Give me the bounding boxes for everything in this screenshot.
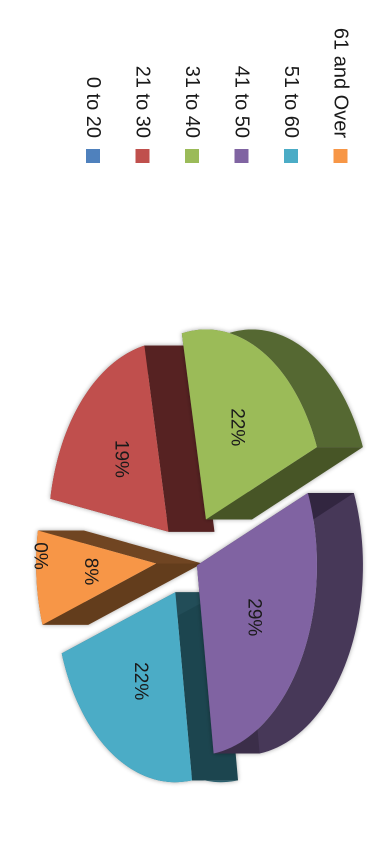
legend-label-51-to-60: 51 to 60 <box>280 66 302 138</box>
legend-label-0-to-20: 0 to 20 <box>82 77 104 138</box>
pie-slice-wall-61-and-over <box>42 563 203 625</box>
pie-slice-side-41-to-50 <box>213 492 363 754</box>
pie-slice-wall-61-and-over <box>37 530 203 564</box>
data-label-21-to-30: 19% <box>111 440 132 478</box>
legend-item-31-to-40: 31 to 40 <box>181 66 203 163</box>
legend-item-0-to-20: 0 to 20 <box>82 77 104 163</box>
pie-slice-face-31-to-40 <box>181 329 317 520</box>
data-label-41-to-50: 29% <box>244 598 265 636</box>
legend-label-41-to-50: 41 to 50 <box>231 66 253 138</box>
data-label-61-and-over: 8% <box>80 558 101 586</box>
legend-swatch-51-to-60 <box>284 149 298 163</box>
legend-item-51-to-60: 51 to 60 <box>280 66 302 163</box>
pie-slice-face-41-to-50 <box>196 492 317 754</box>
pie-slice-face-61-and-over <box>36 530 157 625</box>
legend-swatch-31-to-40 <box>185 149 199 163</box>
legend-swatch-61-and-over <box>333 149 348 163</box>
legend-item-41-to-50: 41 to 50 <box>231 66 253 163</box>
pie-slice-61-and-over <box>36 530 203 625</box>
pie-slice-wall-21-to-30 <box>144 345 215 532</box>
data-label-31-to-40: 22% <box>226 408 247 446</box>
legend-item-61-and-over: 61 and Over <box>330 28 352 163</box>
pie-slice-face-21-to-30 <box>50 345 169 532</box>
data-label-51-to-60: 22% <box>130 662 151 700</box>
pie-slice-21-to-30 <box>50 345 215 532</box>
legend-item-21-to-30: 21 to 30 <box>132 66 154 163</box>
pie-slice-31-to-40 <box>181 329 363 520</box>
pie-slice-face-51-to-60 <box>61 592 193 783</box>
pie-slice-side-31-to-40 <box>181 329 363 448</box>
legend-swatch-41-to-50 <box>234 149 249 163</box>
legend-swatch-0-to-20 <box>86 149 100 163</box>
pie-slice-41-to-50 <box>196 492 363 754</box>
pie-slice-wall-31-to-40 <box>205 447 363 520</box>
legend-swatch-21-to-30 <box>135 149 150 163</box>
legend-label-61-and-over: 61 and Over <box>330 28 352 138</box>
legend-label-21-to-30: 21 to 30 <box>132 66 154 138</box>
data-label-0-to-20: 0% <box>30 542 51 570</box>
legend-label-31-to-40: 31 to 40 <box>181 66 203 138</box>
